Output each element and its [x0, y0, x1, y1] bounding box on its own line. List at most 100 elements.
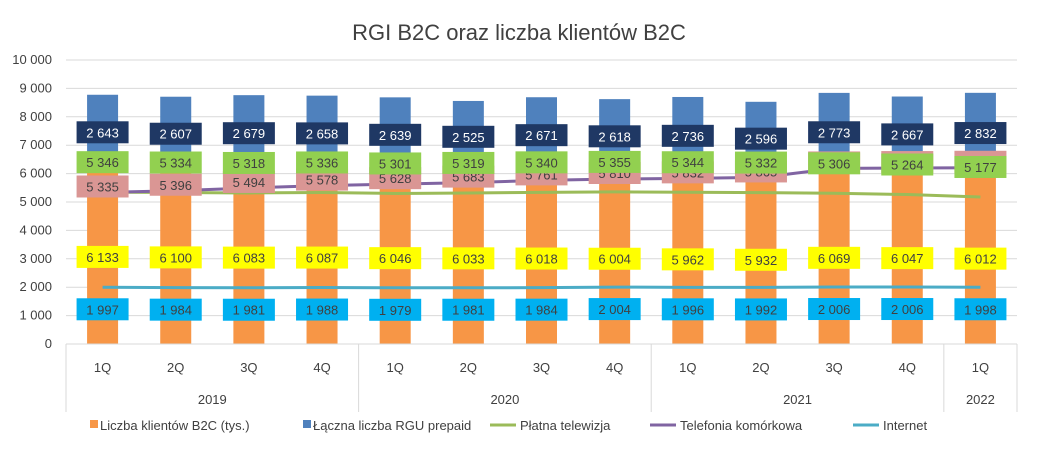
data-label-internet-box [442, 298, 495, 321]
data-label-prepaid-box [661, 124, 714, 147]
data-label-tv-box [808, 152, 861, 175]
data-label-prepaid-box [369, 123, 422, 146]
x-tick-label: 3Q [825, 360, 842, 375]
data-label-tv-box [515, 151, 568, 174]
x-tick-label: 1Q [972, 360, 989, 375]
x-tick-label: 3Q [240, 360, 257, 375]
data-label-prepaid-box [515, 124, 568, 147]
y-tick-label: 0 [45, 336, 52, 351]
data-label-clients-box [808, 246, 861, 269]
data-label-mobile: 5 335 [86, 179, 119, 194]
data-label-clients: 6 133 [86, 250, 119, 265]
data-label-tv-box [954, 155, 1007, 178]
legend-label: Płatna telewizja [520, 418, 611, 433]
x-tick-label: 1Q [94, 360, 111, 375]
data-label-tv-box [149, 151, 202, 174]
data-label-clients: 6 087 [306, 251, 339, 266]
data-label-tv-box [881, 153, 934, 176]
x-tick-label: 2Q [460, 360, 477, 375]
data-label-clients: 6 069 [818, 251, 851, 266]
data-label-clients: 6 047 [891, 251, 924, 266]
data-label-internet: 1 988 [306, 303, 339, 318]
data-label-internet: 2 006 [891, 302, 924, 317]
x-year-label: 2020 [490, 392, 519, 407]
data-label-clients: 6 100 [159, 250, 192, 265]
x-tick-label: 1Q [679, 360, 696, 375]
data-label-prepaid-box [149, 122, 202, 145]
data-labels-group: 2 643 2 607 2 679 2 658 2 639 2 525 2 671 2 618… [76, 121, 1007, 321]
data-label-tv: 5 336 [306, 155, 339, 170]
data-label-tv-box [369, 152, 422, 175]
y-tick-label: 6 000 [19, 166, 52, 181]
data-label-clients-box [661, 248, 714, 271]
x-tick-label: 4Q [606, 360, 623, 375]
data-label-prepaid: 2 667 [891, 127, 924, 142]
y-tick-label: 1 000 [19, 308, 52, 323]
data-label-internet: 2 006 [818, 302, 851, 317]
y-axis: 0 1 000 2 000 3 000 4 000 5 000 6 000 7 000 8 00… [12, 52, 52, 351]
x-axis: 1Q 2Q 3Q 4Q 1Q 2Q 3Q 4Q 1Q 2Q 3Q 4Q 1Q 2019 2020 2021 20… [65, 343, 1018, 412]
data-label-internet-box [588, 298, 641, 321]
data-label-internet: 1 984 [159, 303, 192, 318]
data-label-tv: 5 355 [598, 155, 631, 170]
data-label-clients: 5 932 [745, 253, 778, 268]
data-label-tv: 5 264 [891, 158, 924, 173]
data-label-prepaid-box [734, 127, 787, 150]
data-label-clients: 6 012 [964, 252, 997, 267]
x-tick-label: 1Q [387, 360, 404, 375]
data-label-tv-box [296, 151, 349, 174]
data-label-prepaid-box [76, 121, 129, 144]
data-label-prepaid-box [881, 123, 934, 146]
data-label-internet-box [369, 298, 422, 321]
data-label-prepaid: 2 639 [379, 128, 412, 143]
legend-swatch [90, 420, 98, 428]
data-label-clients: 6 083 [233, 251, 266, 266]
data-label-mobile-box [222, 170, 275, 193]
data-label-prepaid: 2 832 [964, 126, 997, 141]
y-tick-label: 10 000 [12, 52, 52, 67]
data-label-clients-box [734, 248, 787, 271]
data-label-tv: 5 344 [672, 155, 705, 170]
data-label-prepaid-box [808, 121, 861, 144]
data-label-tv: 5 319 [452, 156, 485, 171]
data-label-internet: 2 004 [598, 302, 631, 317]
data-label-prepaid-box [442, 125, 495, 148]
data-label-clients-box [222, 246, 275, 269]
y-tick-label: 9 000 [19, 80, 52, 95]
data-label-clients-box [296, 246, 349, 269]
legend-label: Łączna liczba RGU prepaid [313, 418, 471, 433]
data-label-tv: 5 177 [964, 160, 997, 175]
data-label-internet-box [222, 298, 275, 321]
y-tick-label: 7 000 [19, 137, 52, 152]
data-label-tv: 5 340 [525, 155, 558, 170]
data-label-internet-box [734, 298, 787, 321]
x-tick-label: 3Q [533, 360, 550, 375]
data-label-clients-box [588, 247, 641, 270]
data-label-clients: 6 018 [525, 252, 558, 267]
data-label-internet-box [296, 298, 349, 321]
x-tick-label: 4Q [313, 360, 330, 375]
data-label-tv: 5 332 [745, 156, 778, 171]
data-label-clients-box [515, 247, 568, 270]
data-label-prepaid: 2 618 [598, 129, 631, 144]
legend-label: Liczba klientów B2C (tys.) [100, 418, 250, 433]
data-label-internet: 1 997 [86, 302, 119, 317]
data-label-internet: 1 996 [672, 302, 705, 317]
x-year-label: 2022 [966, 392, 995, 407]
y-tick-label: 5 000 [19, 194, 52, 209]
data-label-internet: 1 992 [745, 302, 778, 317]
x-tick-label: 4Q [899, 360, 916, 375]
data-label-prepaid-box [954, 122, 1007, 145]
data-label-prepaid: 2 596 [745, 132, 778, 147]
data-label-tv: 5 301 [379, 156, 412, 171]
x-year-label: 2021 [783, 392, 812, 407]
data-label-internet-box [808, 298, 861, 321]
data-label-prepaid: 2 736 [672, 129, 705, 144]
data-label-prepaid: 2 643 [86, 125, 119, 140]
data-label-internet: 1 981 [452, 303, 485, 318]
data-label-internet: 1 998 [964, 302, 997, 317]
data-label-mobile: 5 494 [233, 175, 266, 190]
data-label-prepaid-box [222, 122, 275, 145]
